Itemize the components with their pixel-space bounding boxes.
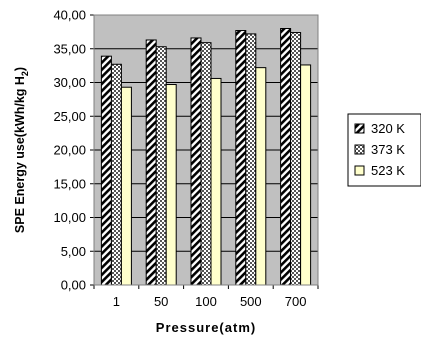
bar-523k-1 [120,86,132,286]
bar-523k-700 [300,64,312,286]
y-tick-label: 35,00 [53,41,86,56]
legend-swatch [354,165,365,176]
y-tick-label: 20,00 [53,143,86,158]
bar-523k-50 [165,84,177,286]
bar-523k-100 [210,77,222,286]
bar-523k-500 [255,67,267,286]
y-tick-label: 0,00 [61,278,86,293]
legend-label: 320 K [371,121,405,136]
y-axis-title-subscript: 2 [20,71,30,76]
x-tick-label: 100 [195,294,217,309]
bar-373k-500 [245,33,257,286]
x-axis-title: Pressure(atm) [156,320,256,335]
bar-373k-100 [200,42,212,286]
bars [100,28,312,286]
bar-320k-500 [235,30,247,286]
y-tick-label: 15,00 [53,176,86,191]
y-axis-title-main: SPE Energy use(kWh/kg H [13,76,27,233]
y-tick-label: 25,00 [53,109,86,124]
y-tick-label: 10,00 [53,210,86,225]
legend-label: 373 K [371,142,405,157]
x-tick-label: 500 [240,294,262,309]
y-tick-label: 30,00 [53,75,86,90]
y-tick-label: 5,00 [61,244,86,259]
bar-320k-50 [145,39,157,286]
bar-320k-100 [190,37,202,286]
y-axis-title: SPE Energy use(kWh/kg H2) [13,67,30,233]
bar-320k-1 [100,55,112,286]
bar-373k-1 [110,63,122,286]
x-tick-label: 700 [285,294,307,309]
legend-label: 523 K [371,163,405,178]
plot-border [93,14,319,286]
y-axis-title-close: ) [13,67,27,71]
bar-373k-50 [155,46,167,286]
bar-320k-700 [280,28,292,286]
x-tick-label: 50 [154,294,168,309]
y-tick-label: 40,00 [53,8,86,23]
legend-swatch [354,144,365,155]
x-axis-ticks: 1 50 100 500 700 [93,285,319,309]
legend: 320 K 373 K 523 K [347,113,421,187]
y-axis-ticks: 0,00 5,00 10,00 15,00 20,00 25,00 30,00 35,00 40… [53,8,94,293]
bar-373k-700 [290,32,302,286]
x-tick-label: 1 [113,294,120,309]
legend-swatch [354,123,365,134]
